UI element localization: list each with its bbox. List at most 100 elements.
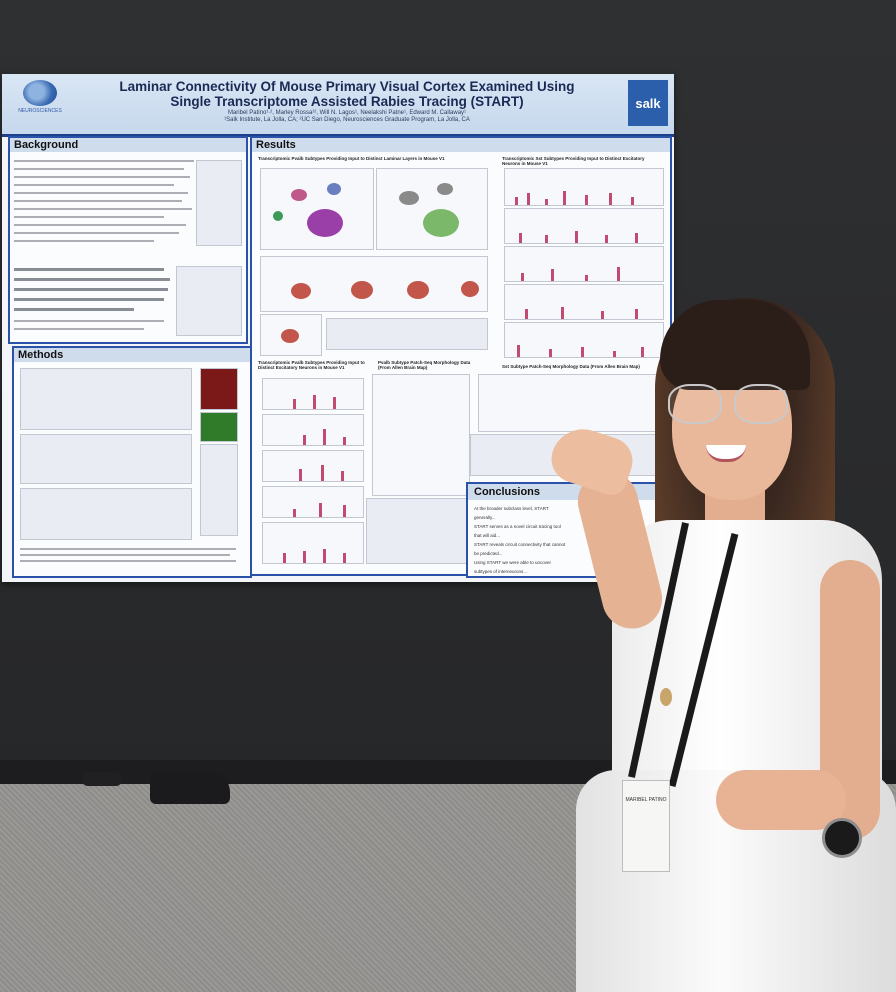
conclusion-bullet: START reveals circuit connectivity that … (474, 542, 566, 556)
affiliations-line: ¹Salk Institute, La Jolla, CA; ²UC San D… (224, 117, 470, 123)
results-subhead-mid-right: Sst Subtype Patch-Seq Morphology Data (F… (502, 364, 640, 369)
poster-title-line-2: Single Transcriptome Assisted Rabies Tra… (170, 94, 524, 109)
bar (585, 275, 588, 281)
conclusions-list: At the broader subclass level, START gen… (474, 504, 566, 576)
results-subhead-left: Transcriptomic Pvalb Subtypes Providing … (258, 156, 445, 161)
bar (333, 397, 336, 409)
bar (635, 233, 638, 243)
conclusions-heading: Conclusions (468, 484, 672, 500)
bar (609, 193, 612, 205)
bar (323, 429, 326, 445)
bar (299, 469, 302, 481)
map-blob (281, 329, 299, 343)
cluster-blob (327, 183, 341, 195)
methods-panel: Methods (12, 346, 252, 578)
cluster-blob (399, 191, 419, 205)
bar (545, 235, 548, 243)
bar-chart-pvalb-5 (262, 522, 364, 564)
bold-text-line (14, 288, 168, 291)
morphology-caption-box (366, 498, 468, 564)
map-blob (461, 281, 479, 297)
cluster-blob (423, 209, 459, 237)
bar (561, 307, 564, 319)
conclusion-bullet: Using START we were able to uncover subt… (474, 560, 552, 574)
bar (617, 267, 620, 281)
bar (293, 509, 296, 517)
neurosciences-logo: NEUROSCIENCES (10, 80, 70, 128)
map-blob (407, 281, 429, 299)
background-shoe (150, 772, 230, 804)
bar (549, 349, 552, 357)
caption-line (20, 560, 236, 562)
bar (283, 553, 286, 563)
bold-text-line (14, 278, 170, 281)
bold-text-line (14, 308, 134, 311)
conclusion-bullet: START serves as a novel circuit tracing … (474, 524, 561, 538)
rabies-diagram (196, 160, 242, 246)
bar (581, 347, 584, 357)
background-shoe (82, 772, 122, 786)
methods-diagram (20, 368, 192, 430)
umap-plot-2 (376, 168, 488, 250)
results-subhead-right: Transcriptomic Sst Subtypes Providing In… (502, 156, 645, 166)
bar (303, 551, 306, 563)
results-subhead-mid-left: Transcriptomic Pvalb Subtypes Providing … (258, 360, 365, 370)
cortex-maps-row (260, 256, 488, 312)
caption-line (20, 548, 236, 550)
bar-chart-sst-3 (504, 246, 664, 282)
cluster-blob (437, 183, 453, 195)
smartwatch-icon (822, 818, 862, 858)
background-heading: Background (10, 138, 246, 152)
bar (641, 347, 644, 357)
bar (343, 505, 346, 517)
authors-line: Maribel Patino¹·², Marley Rossa¹², Will … (227, 110, 467, 116)
cortex-map-small (260, 314, 322, 356)
bar-chart-pvalb-3 (262, 450, 364, 482)
poster-authors: Maribel Patino¹·², Marley Rossa¹², Will … (72, 110, 622, 124)
badge-name-text: MARIBEL PATINO (625, 797, 667, 803)
cluster-blob (273, 211, 283, 221)
bar (525, 309, 528, 319)
bar (575, 231, 578, 243)
pipeline-diagram (20, 488, 192, 540)
bar-chart-sst-2 (504, 208, 664, 244)
bar (601, 311, 604, 319)
bar (635, 309, 638, 319)
results-subhead-mid-center: Pvalb Subtype Patch-Seq Morphology Data … (378, 360, 471, 370)
text-line (14, 184, 174, 186)
bar (313, 395, 316, 409)
eyeglasses-icon (668, 384, 792, 424)
bar-chart-pvalb-4 (262, 486, 364, 518)
bold-text-line (14, 268, 164, 271)
bar-chart-pvalb-2 (262, 414, 364, 446)
salk-logo-text: salk (635, 95, 661, 111)
glasses-lens-left (668, 384, 722, 424)
methods-heading: Methods (14, 348, 250, 362)
bar (303, 435, 306, 445)
bar (343, 437, 346, 445)
conclusion-bullet: At the broader subclass level, START gen… (474, 506, 549, 520)
umap-plot-1 (260, 168, 374, 250)
map-blob (291, 283, 311, 299)
trace-plots (200, 444, 238, 536)
necklace-pendant (660, 688, 672, 706)
text-line (14, 200, 182, 202)
brain-icon (23, 80, 57, 106)
bar (613, 351, 616, 357)
logo-left-text: NEUROSCIENCES (18, 108, 62, 114)
text-line (14, 232, 179, 234)
sst-morphology-figure (478, 374, 666, 432)
bar-chart-sst-5 (504, 322, 664, 358)
pvalb-morphology-figure (372, 374, 470, 496)
cluster-blob (307, 209, 343, 237)
bar (515, 197, 518, 205)
text-line (14, 168, 184, 170)
bar (527, 193, 530, 205)
caption-line (20, 554, 230, 556)
poster-title-line-1: Laminar Connectivity Of Mouse Primary Vi… (119, 79, 575, 94)
poster-header: NEUROSCIENCES Laminar Connectivity Of Mo… (2, 74, 674, 137)
workflow-diagram (20, 434, 192, 484)
background-panel: Background (8, 136, 248, 344)
bar (341, 471, 344, 481)
text-line (14, 160, 194, 162)
